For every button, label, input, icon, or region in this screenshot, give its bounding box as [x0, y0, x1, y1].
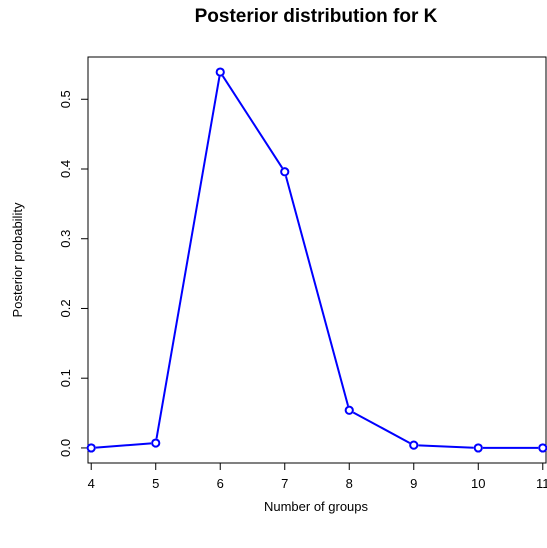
data-point	[473, 443, 483, 453]
plot-frame	[87, 56, 547, 464]
y-tick-label: 0.0	[58, 439, 73, 457]
data-point	[86, 443, 96, 453]
y-tick-label: 0.5	[58, 90, 73, 108]
y-tick-label: 0.1	[58, 369, 73, 387]
series-layer	[86, 67, 547, 453]
y-tick-label: 0.3	[58, 230, 73, 248]
series-line-segment	[284, 175, 350, 407]
series-line-segment	[155, 76, 221, 439]
x-tick-label: 7	[281, 476, 288, 491]
y-axis: 0.0 0.1 0.2 0.3 0.4 0.5	[58, 90, 88, 457]
data-point	[409, 440, 419, 450]
x-axis: 4 5 6 7 8 9 10 11	[88, 463, 547, 491]
x-tick-label: 9	[410, 476, 417, 491]
x-tick-label: 11	[536, 476, 547, 491]
x-tick-label: 6	[217, 476, 224, 491]
x-tick-label: 4	[88, 476, 95, 491]
x-tick-label: 5	[152, 476, 159, 491]
x-tick-label: 10	[471, 476, 485, 491]
x-axis-label: Number of groups	[264, 499, 369, 514]
data-point	[215, 67, 225, 77]
y-axis-label: Posterior probability	[10, 202, 25, 317]
chart-title: Posterior distribution for K	[195, 6, 438, 27]
data-point	[151, 438, 161, 448]
series-line-segment	[418, 444, 474, 449]
series-line-segment	[352, 411, 411, 444]
series-line-segment	[95, 442, 152, 449]
y-tick-label: 0.2	[58, 299, 73, 317]
y-tick-label: 0.4	[58, 160, 73, 178]
data-point	[344, 405, 354, 415]
data-point	[280, 167, 290, 177]
x-tick-label: 8	[346, 476, 353, 491]
data-point	[538, 443, 547, 453]
series-line-segment	[221, 75, 284, 169]
